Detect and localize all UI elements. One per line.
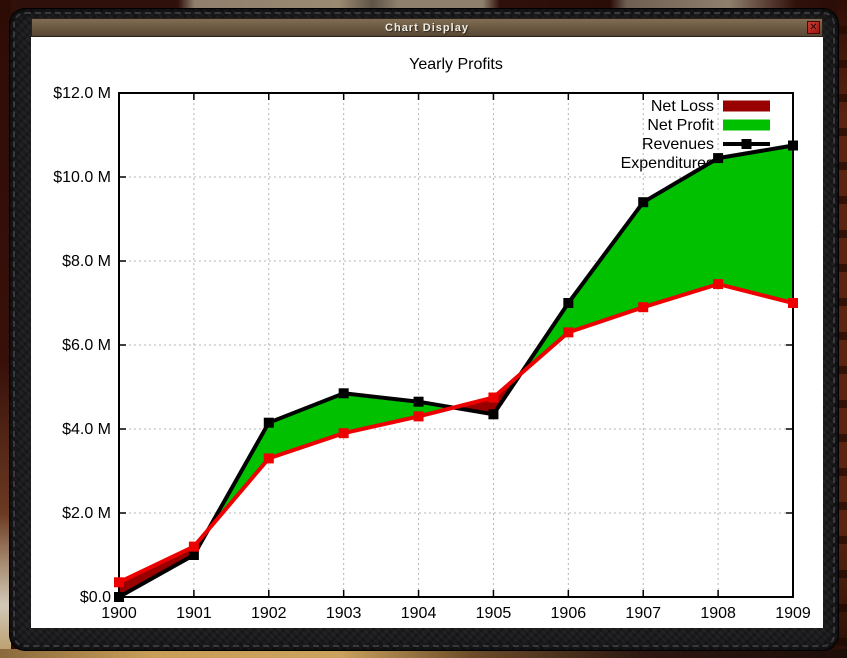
revenues-marker	[563, 298, 574, 308]
chart-display-window: Chart Display ✕ $0.0 $2.0 M $4.0 M $6.0 M $8…	[9, 8, 839, 651]
expenditures-marker	[713, 279, 724, 290]
net-profit-fill	[520, 145, 793, 374]
revenues-marker	[263, 417, 274, 428]
expenditures-marker	[263, 453, 274, 464]
chart-area: $0.0 $2.0 M $4.0 M $6.0 M $8.0 M $10.0 M $12.0…	[31, 37, 823, 628]
background-bottom-strip	[0, 649, 847, 658]
x-axis-label: 1907	[625, 605, 661, 622]
x-axis-label: 1902	[251, 605, 287, 622]
x-axis-label: 1908	[700, 605, 736, 622]
legend-swatch	[723, 100, 770, 112]
y-axis-label: $12.0 M	[53, 85, 111, 102]
close-icon[interactable]: ✕	[807, 21, 820, 34]
x-axis-label: 1904	[401, 605, 437, 622]
legend-swatch	[723, 119, 770, 131]
legend-marker-sample	[741, 139, 752, 149]
legend-label: Expenditures	[621, 155, 714, 172]
revenues-marker	[338, 388, 349, 399]
expenditures-marker	[788, 298, 798, 308]
y-axis-label: $0.0	[80, 589, 111, 606]
x-axis-label: 1905	[476, 605, 512, 622]
yearly-profits-chart: $0.0 $2.0 M $4.0 M $6.0 M $8.0 M $10.0 M $12.0…	[53, 56, 811, 622]
y-axis-label: $10.0 M	[53, 169, 111, 186]
expenditures-marker	[563, 327, 574, 338]
expenditures-marker	[413, 411, 424, 422]
revenues-marker	[713, 153, 724, 164]
x-axis-label: 1909	[775, 605, 811, 622]
legend-label: Revenues	[642, 136, 714, 153]
y-axis-label: $2.0 M	[62, 505, 111, 522]
y-axis-label: $6.0 M	[62, 337, 111, 354]
y-axis-label: $8.0 M	[62, 253, 111, 270]
expenditures-marker	[638, 302, 649, 313]
legend-label: Net Profit	[647, 117, 714, 134]
legend-label: Net Loss	[651, 98, 714, 115]
expenditures-marker	[188, 541, 199, 552]
expenditures-marker	[114, 577, 124, 588]
y-axis-label: $4.0 M	[62, 421, 111, 438]
revenues-marker	[188, 550, 199, 560]
revenues-marker	[413, 396, 424, 407]
x-axis-label: 1906	[551, 605, 587, 622]
background-left-strip	[0, 0, 11, 658]
window-titlebar[interactable]: Chart Display ✕	[31, 18, 823, 37]
plot-border	[118, 92, 794, 598]
revenues-marker	[638, 197, 649, 208]
net-loss-fill	[119, 529, 209, 597]
window-title: Chart Display	[385, 21, 469, 34]
x-axis-label: 1900	[101, 605, 137, 622]
expenditures-marker	[338, 428, 349, 439]
expenditures-marker	[488, 392, 499, 403]
revenues-marker	[788, 140, 798, 151]
x-axis-label: 1901	[176, 605, 212, 622]
expenditures-line	[118, 282, 794, 585]
revenues-marker	[488, 409, 499, 420]
chart-title: Yearly Profits	[409, 56, 503, 73]
x-axis-label: 1903	[326, 605, 362, 622]
revenues-marker	[114, 592, 124, 602]
background-right-strip	[837, 0, 847, 658]
